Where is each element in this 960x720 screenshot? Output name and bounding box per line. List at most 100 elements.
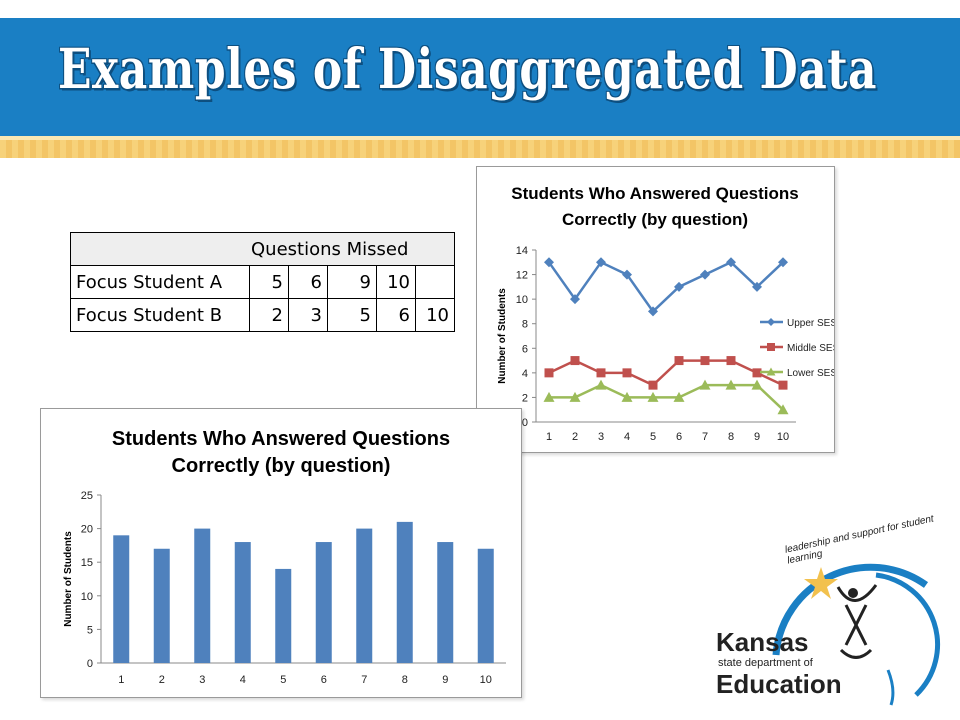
ksde-logo: leadership and support for student learn… — [716, 513, 956, 715]
data-point — [622, 368, 632, 378]
table-cell — [415, 265, 455, 299]
line-chart: Students Who Answered Questions Correctly… — [497, 184, 834, 443]
table-cell: 5 — [327, 298, 377, 332]
y-tick-label: 25 — [81, 490, 93, 502]
bar — [437, 542, 454, 663]
row-label: Focus Student A — [70, 265, 250, 299]
data-point — [700, 269, 710, 280]
data-point — [596, 257, 606, 268]
y-axis-label: Number of Students — [63, 531, 74, 627]
series-line-lower-ses — [549, 383, 784, 411]
data-point — [543, 391, 555, 402]
bar — [477, 548, 494, 663]
data-point — [544, 257, 554, 268]
data-point — [778, 257, 788, 268]
legend-label: Lower SES — [787, 368, 834, 379]
bar — [315, 542, 332, 663]
title-underline — [0, 136, 960, 140]
data-point — [595, 379, 607, 390]
series-line-upper-ses — [547, 260, 784, 314]
legend-marker — [767, 318, 775, 326]
data-point — [726, 257, 736, 268]
x-tick-label: 3 — [199, 674, 205, 686]
chart-title-line2: Correctly (by question) — [172, 455, 391, 477]
slide-title: Examples of Disaggregated Data — [58, 38, 878, 102]
x-tick-label: 10 — [777, 431, 789, 443]
table-cell: 2 — [249, 298, 289, 332]
table-cell: 6 — [288, 265, 328, 299]
legend-marker — [766, 367, 776, 376]
table-row: Focus Student A 5 6 9 10 — [70, 265, 455, 299]
x-tick-label: 5 — [650, 431, 656, 443]
data-point — [647, 391, 659, 402]
table-row: Focus Student B 2 3 5 6 10 — [70, 298, 455, 332]
y-tick-label: 0 — [87, 658, 93, 670]
y-tick-label: 6 — [522, 343, 528, 355]
bar — [153, 548, 170, 663]
bar — [234, 542, 251, 663]
data-point — [752, 281, 762, 292]
decorative-stripe — [0, 140, 960, 158]
bar-chart: Students Who Answered Questions Correctly… — [63, 428, 506, 686]
data-point — [622, 269, 632, 280]
data-point — [674, 356, 684, 366]
logo-line2: state department of — [718, 657, 813, 669]
y-tick-label: 2 — [522, 392, 528, 404]
y-tick-label: 0 — [522, 417, 528, 429]
table-cell: 10 — [376, 265, 416, 299]
data-point — [674, 281, 684, 292]
table-cell: 5 — [249, 265, 289, 299]
x-tick-label: 10 — [480, 674, 492, 686]
data-point — [726, 356, 736, 366]
y-tick-label: 10 — [516, 294, 528, 306]
x-tick-label: 2 — [572, 431, 578, 443]
y-tick-label: 20 — [81, 524, 93, 536]
y-tick-label: 14 — [516, 245, 528, 257]
bar-chart-panel: Students Who Answered Questions Correctly… — [40, 408, 522, 698]
y-tick-label: 5 — [87, 624, 93, 636]
series-line-middle-ses — [548, 359, 784, 387]
x-tick-label: 8 — [402, 674, 408, 686]
bar — [194, 528, 211, 663]
data-point — [544, 368, 554, 378]
x-tick-label: 9 — [442, 674, 448, 686]
data-point — [725, 379, 737, 390]
table-cell: 6 — [376, 298, 416, 332]
legend-label: Upper SES — [787, 318, 834, 329]
y-tick-label: 4 — [522, 368, 528, 380]
legend-marker — [767, 343, 775, 351]
bar — [396, 521, 413, 663]
data-point — [570, 356, 580, 366]
x-tick-label: 9 — [754, 431, 760, 443]
table-cell: 9 — [327, 265, 377, 299]
bar — [356, 528, 373, 663]
bar — [113, 535, 130, 663]
data-point — [699, 379, 711, 390]
y-tick-label: 15 — [81, 557, 93, 569]
chart-title-line2: Correctly (by question) — [562, 210, 748, 229]
data-point — [648, 306, 658, 317]
data-point — [621, 391, 633, 402]
y-tick-label: 10 — [81, 591, 93, 603]
x-tick-label: 4 — [240, 674, 246, 686]
data-point — [752, 368, 762, 378]
data-point — [751, 379, 763, 390]
y-tick-label: 12 — [516, 270, 528, 282]
x-tick-label: 1 — [546, 431, 552, 443]
table-header: Questions Missed — [70, 232, 455, 266]
y-tick-label: 8 — [522, 319, 528, 331]
logo-graphic — [772, 563, 941, 706]
data-point — [596, 368, 606, 378]
legend-label: Middle SES — [787, 343, 834, 354]
questions-missed-table: Questions Missed Focus Student A 5 6 9 1… — [70, 232, 455, 332]
table-cell: 10 — [415, 298, 455, 332]
logo-line3: Education — [716, 669, 842, 699]
chart-title-line1: Students Who Answered Questions — [112, 428, 450, 450]
row-label: Focus Student B — [70, 298, 250, 332]
table-cell: 3 — [288, 298, 328, 332]
line-chart-panel: Students Who Answered Questions Correctly… — [476, 166, 835, 453]
x-tick-label: 4 — [624, 431, 630, 443]
x-tick-label: 3 — [598, 431, 604, 443]
x-tick-label: 7 — [702, 431, 708, 443]
x-tick-label: 1 — [118, 674, 124, 686]
